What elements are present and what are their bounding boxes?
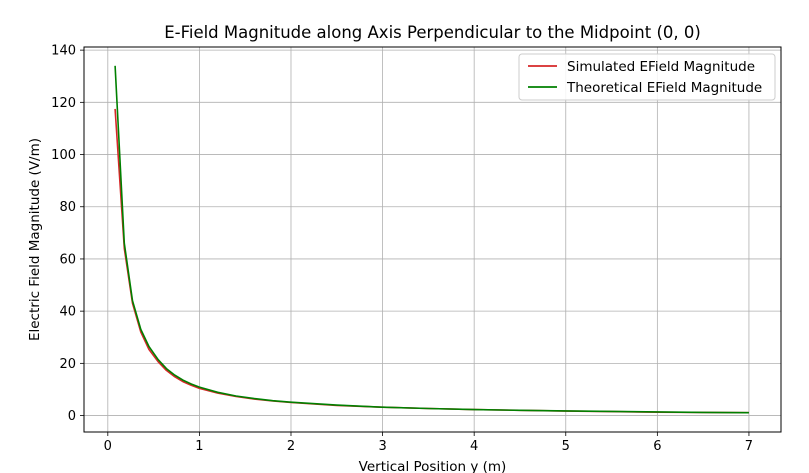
y-tick-label: 20 bbox=[59, 357, 76, 372]
y-tick-label: 100 bbox=[51, 148, 76, 163]
x-tick-label: 4 bbox=[470, 439, 478, 454]
series-layer bbox=[114, 65, 749, 414]
y-tick-label: 60 bbox=[59, 252, 76, 267]
legend-label-1: Simulated EField Magnitude bbox=[567, 59, 755, 75]
grid bbox=[84, 47, 781, 432]
y-axis-label: Electric Field Magnitude (V/m) bbox=[27, 138, 43, 341]
y-tick-label: 120 bbox=[51, 96, 76, 111]
legend-box bbox=[518, 53, 776, 101]
y-tick-label: 80 bbox=[59, 200, 76, 215]
x-tick-label: 1 bbox=[195, 439, 203, 454]
x-axis-label: Vertical Position y (m) bbox=[359, 459, 507, 473]
y-tick-label: 40 bbox=[59, 305, 76, 320]
chart-title: E-Field Magnitude along Axis Perpendicul… bbox=[164, 23, 701, 42]
legend: Simulated EField Magnitude Theoretical EF… bbox=[518, 53, 776, 101]
y-tick-label: 140 bbox=[51, 44, 76, 59]
x-tick-label: 5 bbox=[562, 439, 570, 454]
x-tick-label: 0 bbox=[104, 439, 112, 454]
plot-frame bbox=[83, 46, 782, 433]
x-tick-label: 7 bbox=[745, 439, 753, 454]
series-line-2 bbox=[114, 65, 749, 414]
legend-label-2: Theoretical EField Magnitude bbox=[566, 80, 762, 96]
x-tick-label: 6 bbox=[653, 439, 661, 454]
ticks: 0 1 2 3 4 5 6 7 0 20 40 60 80 100 120 140 bbox=[51, 44, 753, 454]
x-tick-label: 2 bbox=[287, 439, 295, 454]
y-tick-label: 0 bbox=[68, 409, 76, 424]
x-tick-label: 3 bbox=[378, 439, 386, 454]
